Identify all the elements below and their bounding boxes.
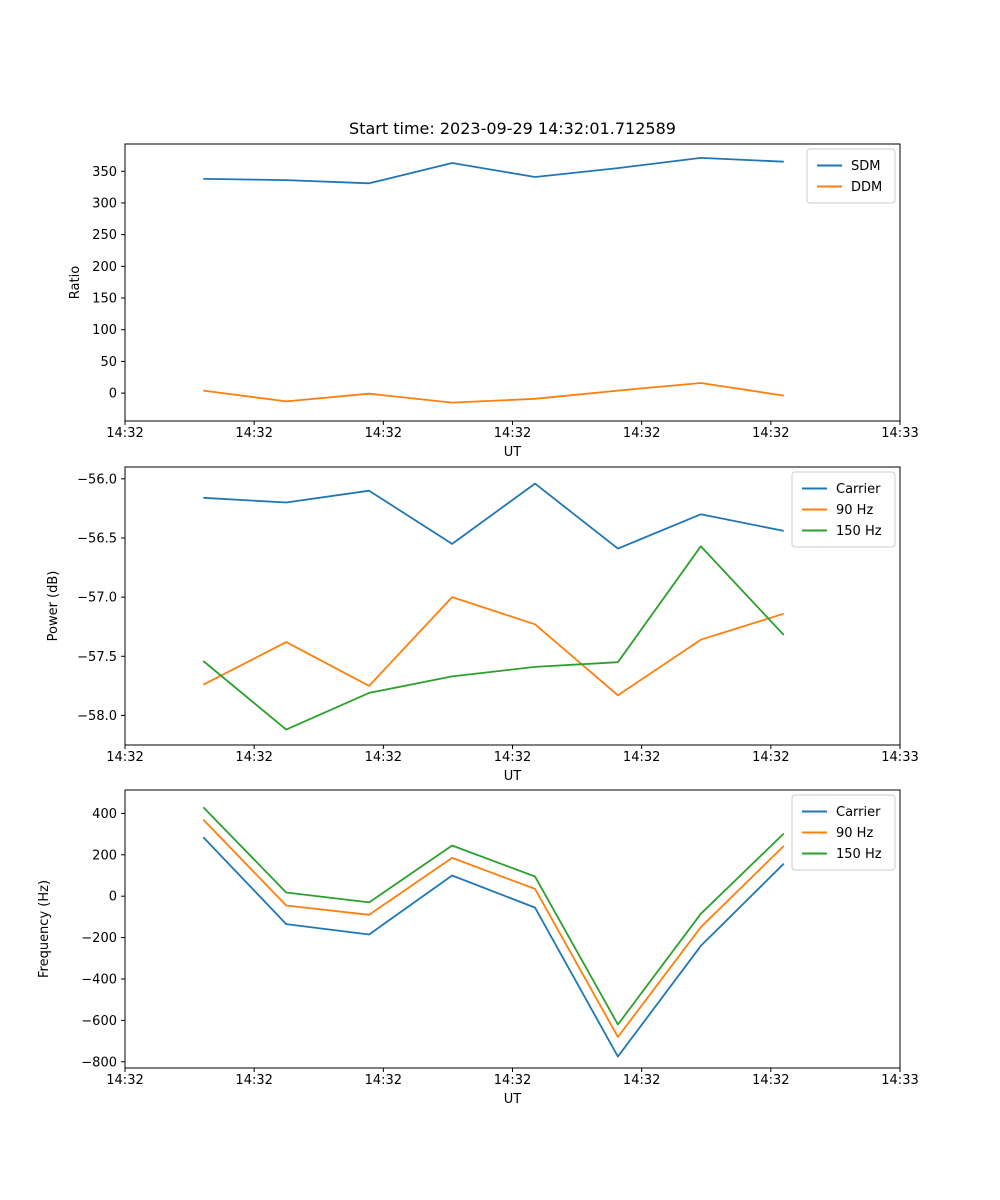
x-tick-label: 14:33	[881, 750, 918, 765]
legend: Carrier 90 Hz 150 Hz	[791, 471, 896, 548]
x-tick-label: 14:32	[494, 1073, 531, 1088]
subplot-power-db: −58.0 −57.5 −57.0 −56.5 −56.0 14:32 14:32 14:32…	[46, 466, 919, 784]
x-tick-label: 14:33	[881, 426, 918, 441]
legend: SDM DDM	[806, 148, 896, 204]
y-axis-label: Frequency (Hz)	[37, 880, 52, 978]
legend-label: 150 Hz	[836, 847, 882, 862]
y-axis-label: Ratio	[68, 266, 83, 299]
legend-label: Carrier	[836, 482, 881, 497]
y-tick-label: −57.0	[77, 591, 117, 606]
y-axis-label: Power (dB)	[46, 571, 61, 642]
series-line-carrier	[203, 482, 784, 550]
axes-frame	[124, 143, 901, 422]
x-tick-label: 14:32	[494, 750, 531, 765]
x-axis-label: UT	[504, 769, 522, 784]
legend-box	[806, 148, 896, 204]
x-tick-label: 14:32	[752, 426, 789, 441]
series-line-90-hz	[202, 596, 785, 697]
y-tick-label: −58.0	[77, 709, 117, 724]
legend-label: DDM	[851, 180, 882, 195]
x-axis-label: UT	[504, 445, 522, 460]
x-tick-label: 14:32	[235, 750, 272, 765]
x-tick-label: 14:32	[494, 426, 531, 441]
x-tick-label: 14:32	[106, 426, 143, 441]
axes-frame	[124, 789, 901, 1069]
y-tick-label: 200	[92, 260, 117, 275]
x-tick-label: 14:32	[752, 1073, 789, 1088]
subplot-frequency-hz: −800 −600 −400 −200 0 200 400 14:32 14:32 14:32 14…	[37, 789, 919, 1107]
series-line-150-hz	[202, 545, 785, 731]
legend-label: Carrier	[836, 805, 881, 820]
figure-title: Start time: 2023-09-29 14:32:01.712589	[349, 119, 676, 138]
x-tick-label: 14:32	[235, 426, 272, 441]
x-tick-label: 14:32	[365, 1073, 402, 1088]
x-tick-label: 14:32	[106, 1073, 143, 1088]
x-tick-label: 14:32	[106, 750, 143, 765]
y-tick-label: 300	[92, 196, 117, 211]
series-line-ddm	[203, 382, 784, 404]
y-tick-label: −56.0	[77, 472, 117, 487]
legend-box	[791, 794, 896, 871]
y-tick-label: 150	[92, 292, 117, 307]
x-tick-label: 14:32	[752, 750, 789, 765]
x-tick-label: 14:32	[365, 750, 402, 765]
legend-label: 150 Hz	[836, 524, 882, 539]
x-tick-label: 14:32	[623, 750, 660, 765]
y-tick-label: 350	[92, 165, 117, 180]
series-line-sdm	[203, 156, 784, 185]
y-tick-label: 50	[100, 355, 117, 370]
y-tick-label: −400	[81, 972, 117, 987]
y-tick-label: 250	[92, 228, 117, 243]
y-tick-label: −200	[81, 931, 117, 946]
y-tick-label: −800	[81, 1055, 117, 1070]
legend-box	[791, 471, 896, 548]
x-axis-label: UT	[504, 1092, 522, 1107]
x-tick-label: 14:32	[623, 1073, 660, 1088]
subplot-ratio: 0 50 100 150 200 250 300 350 14:32 14:32 14:32 14:3…	[68, 143, 919, 460]
series-line-150-hz	[202, 806, 785, 1026]
series-line-carrier	[202, 836, 785, 1058]
x-tick-label: 14:32	[365, 426, 402, 441]
series-line-90-hz	[202, 818, 785, 1038]
legend-label: 90 Hz	[836, 503, 873, 518]
y-tick-label: 200	[92, 848, 117, 863]
legend: Carrier 90 Hz 150 Hz	[791, 794, 896, 871]
legend-label: 90 Hz	[836, 826, 873, 841]
y-tick-label: 400	[92, 807, 117, 822]
y-tick-label: 0	[109, 890, 117, 905]
x-tick-label: 14:33	[881, 1073, 918, 1088]
y-tick-label: −56.5	[77, 531, 117, 546]
y-tick-label: 100	[92, 323, 117, 338]
y-tick-label: 0	[109, 387, 117, 402]
y-tick-label: −600	[81, 1014, 117, 1029]
y-tick-label: −57.5	[77, 650, 117, 665]
x-tick-label: 14:32	[235, 1073, 272, 1088]
x-tick-label: 14:32	[623, 426, 660, 441]
axes-frame	[124, 466, 901, 746]
legend-label: SDM	[851, 159, 880, 174]
